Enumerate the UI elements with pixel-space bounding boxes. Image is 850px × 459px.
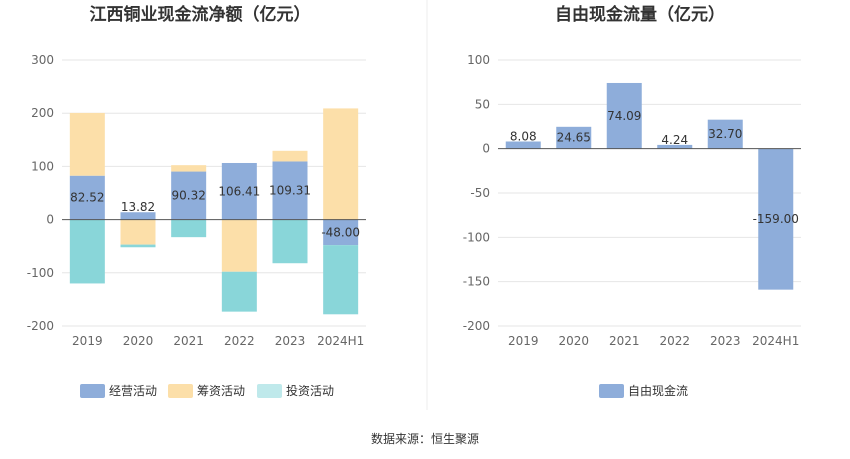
- legend-label: 自由现金流: [628, 383, 688, 398]
- bar-3-2024H1: [323, 245, 359, 315]
- y-tick-label: -50: [470, 186, 490, 200]
- legend-label: 经营活动: [109, 384, 157, 398]
- legend: 自由现金流: [599, 383, 688, 398]
- grid: [62, 59, 366, 327]
- bars: [62, 108, 366, 315]
- bar-1-2020: [120, 212, 156, 220]
- x-tick-label: 2023: [275, 334, 306, 348]
- data-label: -159.00: [753, 212, 799, 226]
- legend-swatch: [599, 384, 624, 398]
- legend-swatch: [257, 384, 282, 398]
- free-cashflow-chart: 自由现金流量（亿元） 100 50 0 -50 -100 -150 -200 2019 202…: [463, 4, 801, 398]
- data-labels: 82.52 13.82 90.32 106.41 109.31 -48.00: [70, 184, 360, 240]
- data-label: 82.52: [70, 191, 104, 205]
- data-label: 4.24: [661, 133, 688, 147]
- bar-3-2019: [69, 219, 105, 284]
- x-axis: 2019 2020 2021 2022 2023 2024H1: [508, 334, 799, 348]
- x-tick-label: 2024H1: [752, 334, 799, 348]
- data-label: 8.08: [510, 130, 537, 144]
- y-tick-label: -100: [27, 266, 54, 280]
- x-tick-label: 2022: [224, 334, 255, 348]
- operating-cashflow-chart: 江西铜业现金流净额（亿元） 300 200 100 0 -100 -200 2019 202…: [27, 4, 366, 398]
- data-label: -48.00: [321, 225, 360, 239]
- y-axis: 300 200 100 0 -100 -200: [27, 53, 54, 333]
- bar-2-2024H1: [323, 108, 359, 220]
- data-label: 32.70: [708, 127, 742, 141]
- data-label: 109.31: [269, 184, 311, 198]
- bar-1-2023: [272, 161, 308, 220]
- y-axis: 100 50 0 -50 -100 -150 -200: [463, 53, 490, 333]
- bar-1-2019: [505, 141, 541, 149]
- legend: 经营活动 筹资活动 投资活动: [80, 383, 334, 398]
- legend-item[interactable]: 自由现金流: [599, 383, 688, 398]
- y-tick-label: -100: [463, 230, 490, 244]
- bar-1-2024H1: [323, 219, 359, 246]
- x-tick-label: 2021: [173, 334, 204, 348]
- bar-1-2021: [171, 171, 207, 220]
- bar-3-2023: [272, 219, 308, 264]
- bar-1-2023: [707, 119, 743, 149]
- y-tick-label: -200: [463, 319, 490, 333]
- legend-item[interactable]: 经营活动: [80, 384, 157, 398]
- legend-swatch: [80, 384, 105, 398]
- bar-1-2022: [221, 162, 257, 220]
- bar-1-2021: [606, 82, 642, 149]
- y-tick-label: 0: [482, 142, 490, 156]
- bars: [498, 82, 801, 290]
- bar-2-2020: [120, 219, 156, 245]
- chart-title: 自由现金流量（亿元）: [555, 4, 725, 25]
- x-tick-label: 2023: [710, 334, 741, 348]
- data-label: 106.41: [218, 184, 260, 198]
- x-tick-label: 2019: [508, 334, 539, 348]
- y-tick-label: 200: [31, 106, 54, 120]
- data-label: 74.09: [607, 109, 641, 123]
- bar-1-2022: [657, 144, 693, 149]
- x-axis: 2019 2020 2021 2022 2023 2024H1: [72, 334, 364, 348]
- y-tick-label: 0: [46, 213, 54, 227]
- bar-2-2019: [69, 112, 105, 176]
- x-tick-label: 2024H1: [317, 334, 364, 348]
- legend-item[interactable]: 筹资活动: [168, 384, 245, 398]
- bar-3-2021: [171, 219, 207, 238]
- x-tick-label: 2019: [72, 334, 103, 348]
- y-tick-label: -150: [463, 275, 490, 289]
- data-label: 13.82: [121, 200, 155, 214]
- legend-item[interactable]: 投资活动: [257, 383, 334, 398]
- y-tick-label: -200: [27, 319, 54, 333]
- grid: [498, 59, 801, 327]
- y-tick-label: 300: [31, 53, 54, 67]
- data-source: 数据来源：恒生聚源: [371, 431, 479, 446]
- bar-2-2023: [272, 150, 308, 162]
- data-labels: 8.08 24.65 74.09 4.24 32.70 -159.00: [510, 109, 799, 226]
- x-tick-label: 2021: [609, 334, 640, 348]
- y-tick-label: 100: [31, 159, 54, 173]
- bar-3-2022: [221, 271, 257, 312]
- y-tick-label: 50: [475, 97, 490, 111]
- x-tick-label: 2020: [123, 334, 154, 348]
- bar-1-2020: [556, 126, 592, 149]
- data-label: 90.32: [171, 189, 205, 203]
- y-tick-label: 100: [467, 53, 490, 67]
- x-tick-label: 2020: [558, 334, 589, 348]
- chart-title: 江西铜业现金流净额（亿元）: [90, 4, 311, 25]
- legend-swatch: [168, 384, 193, 398]
- bar-2-2021: [171, 165, 207, 172]
- bar-1-2019: [69, 175, 105, 220]
- bar-2-2022: [221, 219, 257, 272]
- x-tick-label: 2022: [659, 334, 690, 348]
- bar-1-2024H1: [758, 148, 794, 290]
- bar-3-2020: [120, 244, 156, 248]
- legend-label: 筹资活动: [197, 384, 245, 398]
- legend-label: 投资活动: [286, 383, 334, 398]
- data-label: 24.65: [557, 131, 591, 145]
